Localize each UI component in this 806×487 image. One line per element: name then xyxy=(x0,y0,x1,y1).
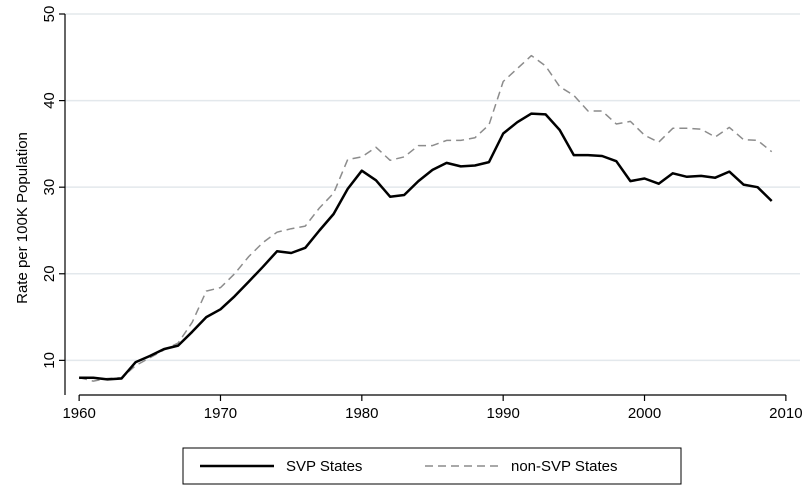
y-tick-label-20: 20 xyxy=(41,265,58,282)
series-line-non-svp-states xyxy=(78,54,773,382)
y-tick-label-10: 10 xyxy=(41,352,58,369)
legend: SVP States non-SVP States xyxy=(182,447,682,485)
legend-label-svp-states: SVP States xyxy=(286,458,362,475)
y-tick-label-50: 50 xyxy=(41,6,58,23)
y-tick-label-30: 30 xyxy=(41,179,58,196)
x-tick-label-1980: 1980 xyxy=(345,405,378,422)
series-lines xyxy=(78,54,773,382)
gridlines xyxy=(65,13,800,362)
axes xyxy=(59,13,787,401)
legend-label-non-svp-states: non-SVP States xyxy=(511,458,617,475)
series-line-svp-states xyxy=(79,112,773,381)
y-axis-title: Rate per 100K Population xyxy=(14,132,31,304)
x-tick-label-2000: 2000 xyxy=(628,405,661,422)
tick-labels: 10 20 30 40 50 1960 1970 1980 1990 2000 2010 xyxy=(41,6,803,422)
x-tick-label-1970: 1970 xyxy=(204,405,237,422)
x-tick-label-1960: 1960 xyxy=(62,405,95,422)
x-tick-label-2010: 2010 xyxy=(769,405,802,422)
y-tick-label-40: 40 xyxy=(41,92,58,109)
x-tick-label-1990: 1990 xyxy=(486,405,519,422)
